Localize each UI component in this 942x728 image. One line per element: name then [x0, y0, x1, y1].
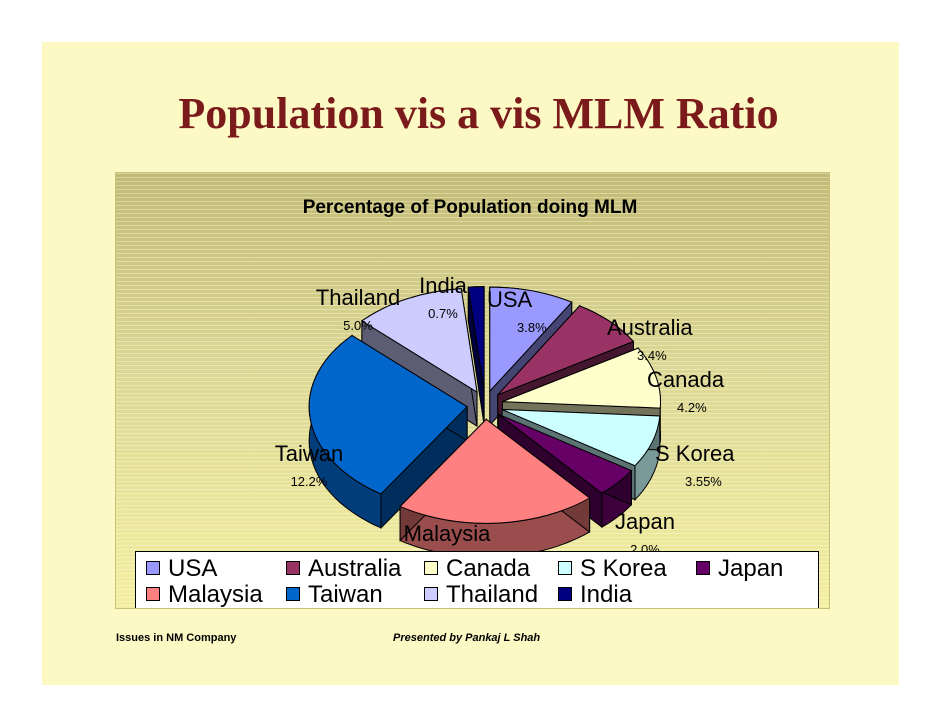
legend-swatch — [146, 587, 160, 601]
slice-value-usa: 3.8% — [517, 320, 547, 335]
legend-label: Japan — [718, 555, 784, 582]
legend-item-australia: Australia — [286, 556, 401, 582]
slice-value-taiwan: 12.2% — [291, 474, 328, 489]
legend-label: Australia — [308, 555, 402, 582]
legend-item-india: India — [558, 582, 632, 608]
legend-label: Taiwan — [308, 581, 383, 608]
chart-legend: USA Australia Canada S Korea Japan Malaysia Ta… — [135, 551, 819, 608]
legend-item-japan: Japan — [696, 556, 783, 582]
slice-label-canada: Canada — [647, 367, 725, 392]
legend-label: USA — [168, 555, 218, 582]
legend-swatch — [558, 561, 572, 575]
legend-swatch — [424, 561, 438, 575]
footer-right: Presented by Pankaj L Shah — [393, 632, 541, 644]
pie-slice-japan — [498, 413, 633, 494]
slice-label-taiwan: Taiwan — [275, 441, 343, 466]
chart-title: Percentage of Population doing MLM — [303, 197, 638, 218]
pie-slice-taiwan — [308, 334, 468, 495]
slide: Population vis a vis MLM Ratio Percentag… — [42, 42, 899, 685]
legend-swatch — [146, 561, 160, 575]
pie-slice-s-korea — [501, 409, 661, 467]
slice-value-thailand: 5.0% — [343, 318, 373, 333]
legend-item-s-korea: S Korea — [558, 556, 667, 582]
slice-label-usa: USA — [487, 287, 533, 312]
pie-slice-india — [467, 286, 485, 391]
legend-item-taiwan: Taiwan — [286, 582, 383, 608]
legend-swatch — [286, 561, 300, 575]
legend-label: Thailand — [446, 581, 539, 608]
slice-value-s-korea: 3.55% — [685, 474, 722, 489]
pie-slice-malaysia — [399, 418, 591, 524]
slice-label-thailand: Thailand — [316, 285, 400, 310]
slice-label-japan: Japan — [615, 509, 675, 534]
legend-label: S Korea — [580, 555, 667, 582]
legend-label: India — [580, 581, 633, 608]
pie-slice-thailand — [360, 288, 478, 394]
legend-label: Malaysia — [168, 581, 263, 608]
pie-slice-australia — [497, 305, 635, 396]
legend-label: Canada — [446, 555, 531, 582]
legend-item-malaysia: Malaysia — [146, 582, 263, 608]
pie-slice-canada — [502, 347, 662, 409]
legend-swatch — [286, 587, 300, 601]
slice-value-australia: 3.4% — [637, 348, 667, 363]
slice-label-australia: Australia — [607, 315, 693, 340]
slice-value-india: 0.7% — [428, 306, 458, 321]
slice-label-malaysia: Malaysia — [404, 521, 492, 546]
legend-swatch — [696, 561, 710, 575]
slice-value-canada: 4.2% — [677, 400, 707, 415]
footer-left: Issues in NM Company — [116, 632, 237, 644]
legend-item-canada: Canada — [424, 556, 530, 582]
legend-swatch — [424, 587, 438, 601]
slide-title: Population vis a vis MLM Ratio — [178, 89, 779, 138]
slice-label-s-korea: S Korea — [655, 441, 735, 466]
slice-label-india: India — [419, 273, 467, 298]
pie-chart: Percentage of Population doing MLM USA 3.… — [275, 197, 735, 569]
legend-item-usa: USA — [146, 556, 217, 582]
legend-item-thailand: Thailand — [424, 582, 538, 608]
legend-swatch — [558, 587, 572, 601]
chart-frame: Percentage of Population doing MLM USA 3.… — [115, 172, 830, 609]
pie-slice-usa — [489, 286, 573, 393]
